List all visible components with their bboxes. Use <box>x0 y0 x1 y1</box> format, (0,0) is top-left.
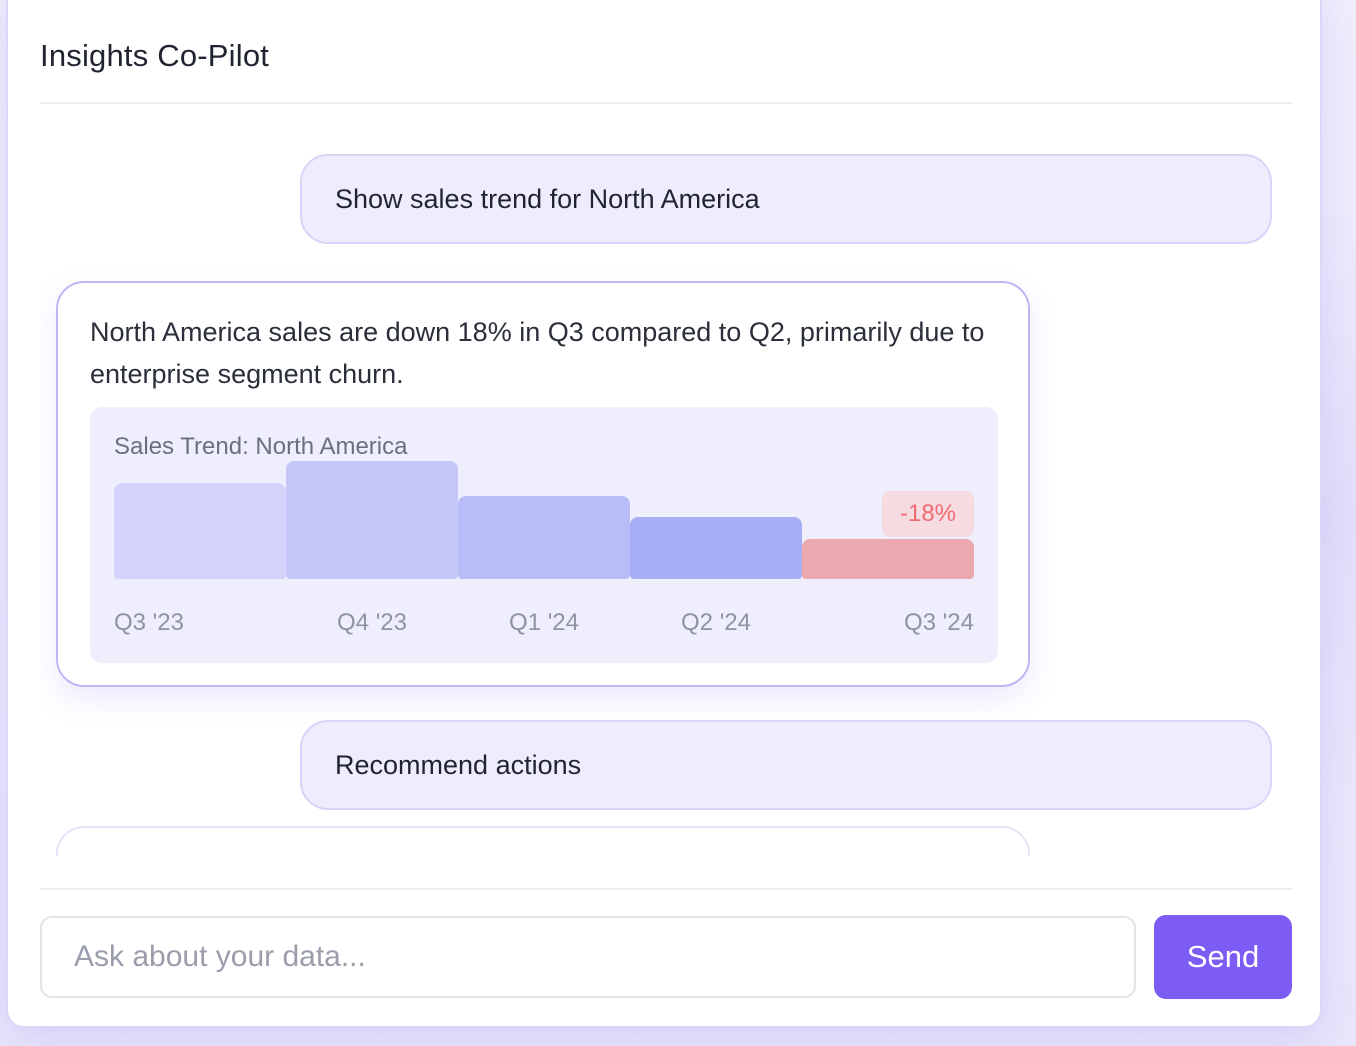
sales-trend-chart: Sales Trend: North America Q3 '23 Q4 '23 Q… <box>90 407 998 663</box>
assistant-message: North America sales are down 18% in Q3 c… <box>56 281 1030 687</box>
chat-thread[interactable]: Show sales trend for North America North… <box>40 104 1292 856</box>
chart-bar <box>458 496 630 579</box>
x-tick-label: Q3 '23 <box>114 609 184 636</box>
ask-input[interactable] <box>40 916 1136 998</box>
chart-bar <box>286 461 458 579</box>
chart-title: Sales Trend: North America <box>114 433 408 460</box>
chart-bar <box>802 539 974 579</box>
chart-bar <box>630 517 802 579</box>
x-tick-label: Q3 '24 <box>904 609 974 636</box>
copilot-panel: Insights Co-Pilot Show sales trend for N… <box>6 0 1322 1028</box>
assistant-message-text: North America sales are down 18% in Q3 c… <box>90 317 985 389</box>
change-badge: -18% <box>882 491 974 537</box>
assistant-message-partial <box>56 826 1030 856</box>
user-message: Recommend actions <box>300 720 1272 810</box>
panel-title: Insights Co-Pilot <box>40 38 270 73</box>
x-tick-label: Q1 '24 <box>509 609 579 636</box>
user-message: Show sales trend for North America <box>300 154 1272 244</box>
x-tick-label: Q2 '24 <box>681 609 751 636</box>
x-tick-label: Q4 '23 <box>337 609 407 636</box>
send-button[interactable]: Send <box>1154 915 1292 999</box>
header-divider <box>40 102 1292 104</box>
composer-divider <box>40 888 1292 890</box>
chart-bar <box>114 483 286 579</box>
chart-plot-area: Q3 '23 Q4 '23 Q1 '24 Q2 '24 Q3 '24 -18% <box>114 461 974 643</box>
